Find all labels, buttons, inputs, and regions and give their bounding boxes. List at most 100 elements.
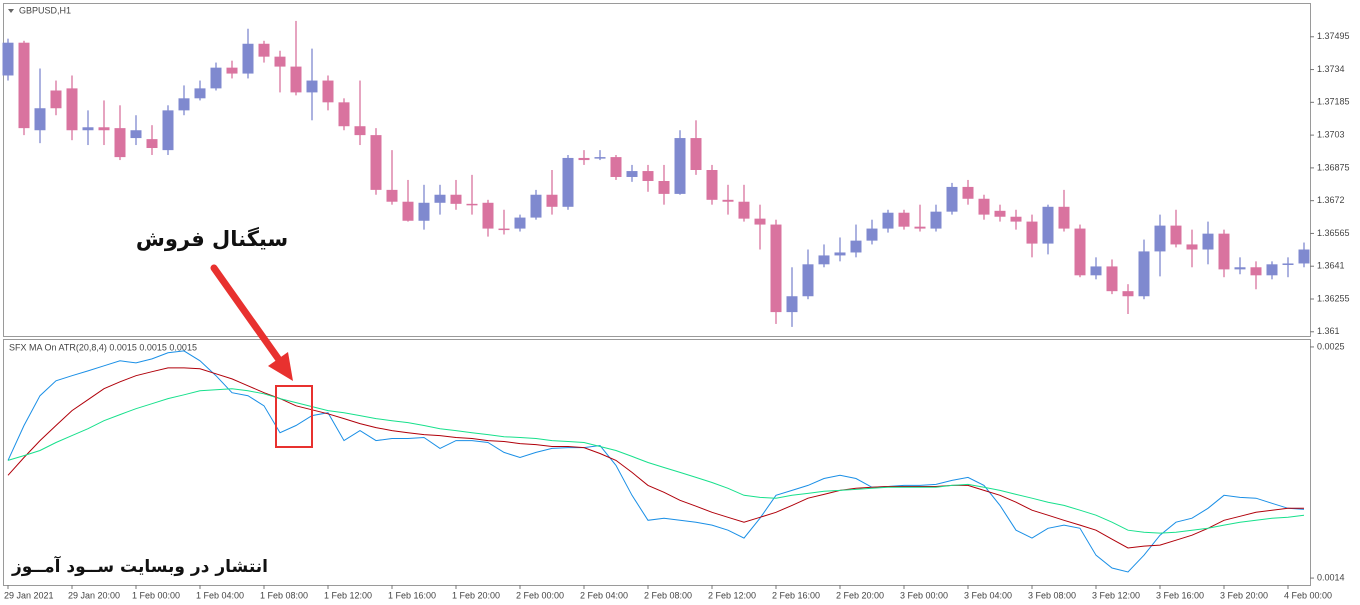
candle-body	[786, 296, 798, 313]
candle-body	[146, 139, 158, 149]
y-tick-label: 1.36565	[1317, 228, 1350, 238]
y-tick-label: 1.36255	[1317, 293, 1350, 303]
indicator-pane	[3, 339, 1311, 586]
candle-body	[290, 66, 302, 93]
candle-body	[834, 252, 846, 256]
x-tick-label: 29 Jan 2021	[4, 590, 54, 600]
y-tick-label: 1.3703	[1317, 129, 1345, 139]
candle-body	[1234, 267, 1246, 270]
signal-box	[275, 385, 313, 448]
candle-body	[322, 80, 334, 103]
candle-body	[306, 80, 318, 93]
candle-body	[578, 157, 590, 161]
candle-body	[530, 194, 542, 218]
candle-body	[898, 212, 910, 227]
x-tick-label: 1 Feb 04:00	[196, 590, 244, 600]
candle-body	[1282, 263, 1294, 265]
x-tick-label: 1 Feb 08:00	[260, 590, 308, 600]
candle-body	[18, 42, 30, 129]
candle-body	[658, 180, 670, 194]
candle-body	[882, 212, 894, 229]
candle-body	[1058, 206, 1070, 229]
y-tick-label: 1.3734	[1317, 64, 1345, 74]
candle-body	[434, 194, 446, 203]
x-tick-label: 1 Feb 12:00	[324, 590, 372, 600]
x-tick-label: 29 Jan 20:00	[68, 590, 120, 600]
signal-annotation: سیگنال فروش	[136, 226, 288, 251]
candle-body	[466, 203, 478, 206]
x-tick-label: 1 Feb 16:00	[388, 590, 436, 600]
watermark: انتشار در وبسایت ســود آمــوز	[11, 555, 268, 577]
x-tick-label: 3 Feb 04:00	[964, 590, 1012, 600]
candle-body	[1186, 244, 1198, 250]
x-tick-label: 3 Feb 16:00	[1156, 590, 1204, 600]
candle-body	[498, 228, 510, 231]
candle-body	[594, 157, 606, 159]
candle-body	[66, 88, 78, 131]
candle-body	[194, 88, 206, 99]
x-tick-label: 2 Feb 12:00	[708, 590, 756, 600]
candle-body	[626, 171, 638, 177]
candle-body	[82, 127, 94, 131]
candle-body	[754, 218, 766, 225]
x-tick-label: 2 Feb 00:00	[516, 590, 564, 600]
candle-body	[418, 202, 430, 221]
candle-body	[1250, 267, 1262, 276]
x-tick-label: 1 Feb 20:00	[452, 590, 500, 600]
candle-body	[1218, 233, 1230, 270]
candle-body	[706, 170, 718, 200]
candle-body	[162, 110, 174, 151]
candle-body	[98, 127, 110, 131]
x-tick-label: 2 Feb 20:00	[836, 590, 884, 600]
x-tick-label: 3 Feb 20:00	[1220, 590, 1268, 600]
x-tick-label: 4 Feb 00:00	[1284, 590, 1332, 600]
candle-body	[114, 128, 126, 158]
candle-body	[866, 228, 878, 241]
candle-body	[962, 186, 974, 199]
candle-body	[226, 67, 238, 74]
candle-body	[354, 126, 366, 136]
indicator-line	[7, 367, 1304, 549]
menu-triangle[interactable]	[8, 9, 14, 13]
x-tick-label: 2 Feb 04:00	[580, 590, 628, 600]
indicator-label: SFX MA On ATR(20,8,4) 0.0015 0.0015 0.00…	[9, 342, 197, 352]
candle-body	[818, 255, 830, 265]
arrow-head	[268, 352, 293, 381]
x-tick-label: 3 Feb 08:00	[1028, 590, 1076, 600]
candle-body	[994, 210, 1006, 217]
candle-body	[258, 43, 270, 57]
candle-body	[1266, 264, 1278, 276]
candle-body	[1090, 266, 1102, 276]
y-tick-label: 0.0025	[1317, 341, 1345, 351]
candle-body	[802, 264, 814, 297]
candle-body	[850, 240, 862, 253]
candle-body	[210, 67, 222, 89]
indicator-line	[7, 350, 1305, 573]
candle-body	[546, 194, 558, 207]
y-tick-label: 1.3672	[1317, 195, 1345, 205]
candle-body	[1298, 249, 1310, 264]
candle-body	[1042, 206, 1054, 244]
price-pane	[3, 3, 1311, 337]
marks: 1.37495 1.3734 1.37185 1.3703 1.36875 1.3672 1…	[2, 20, 1350, 600]
candle-body	[562, 157, 574, 207]
candle-body	[1074, 228, 1086, 276]
candle-body	[1138, 251, 1150, 297]
x-tick-label: 1 Feb 00:00	[132, 590, 180, 600]
candle-body	[242, 43, 254, 74]
x-tick-label: 3 Feb 00:00	[900, 590, 948, 600]
candle-body	[370, 135, 382, 190]
y-tick-label: 1.37185	[1317, 97, 1350, 107]
x-tick-label: 2 Feb 08:00	[644, 590, 692, 600]
candle-body	[722, 199, 734, 202]
candle-body	[50, 90, 62, 109]
candle-body	[338, 102, 350, 127]
y-tick-label: 0.0014	[1317, 572, 1345, 582]
y-tick-label: 1.3641	[1317, 261, 1345, 271]
x-tick-label: 3 Feb 12:00	[1092, 590, 1140, 600]
arrow-shaft	[210, 264, 286, 368]
candle-body	[1154, 225, 1166, 252]
